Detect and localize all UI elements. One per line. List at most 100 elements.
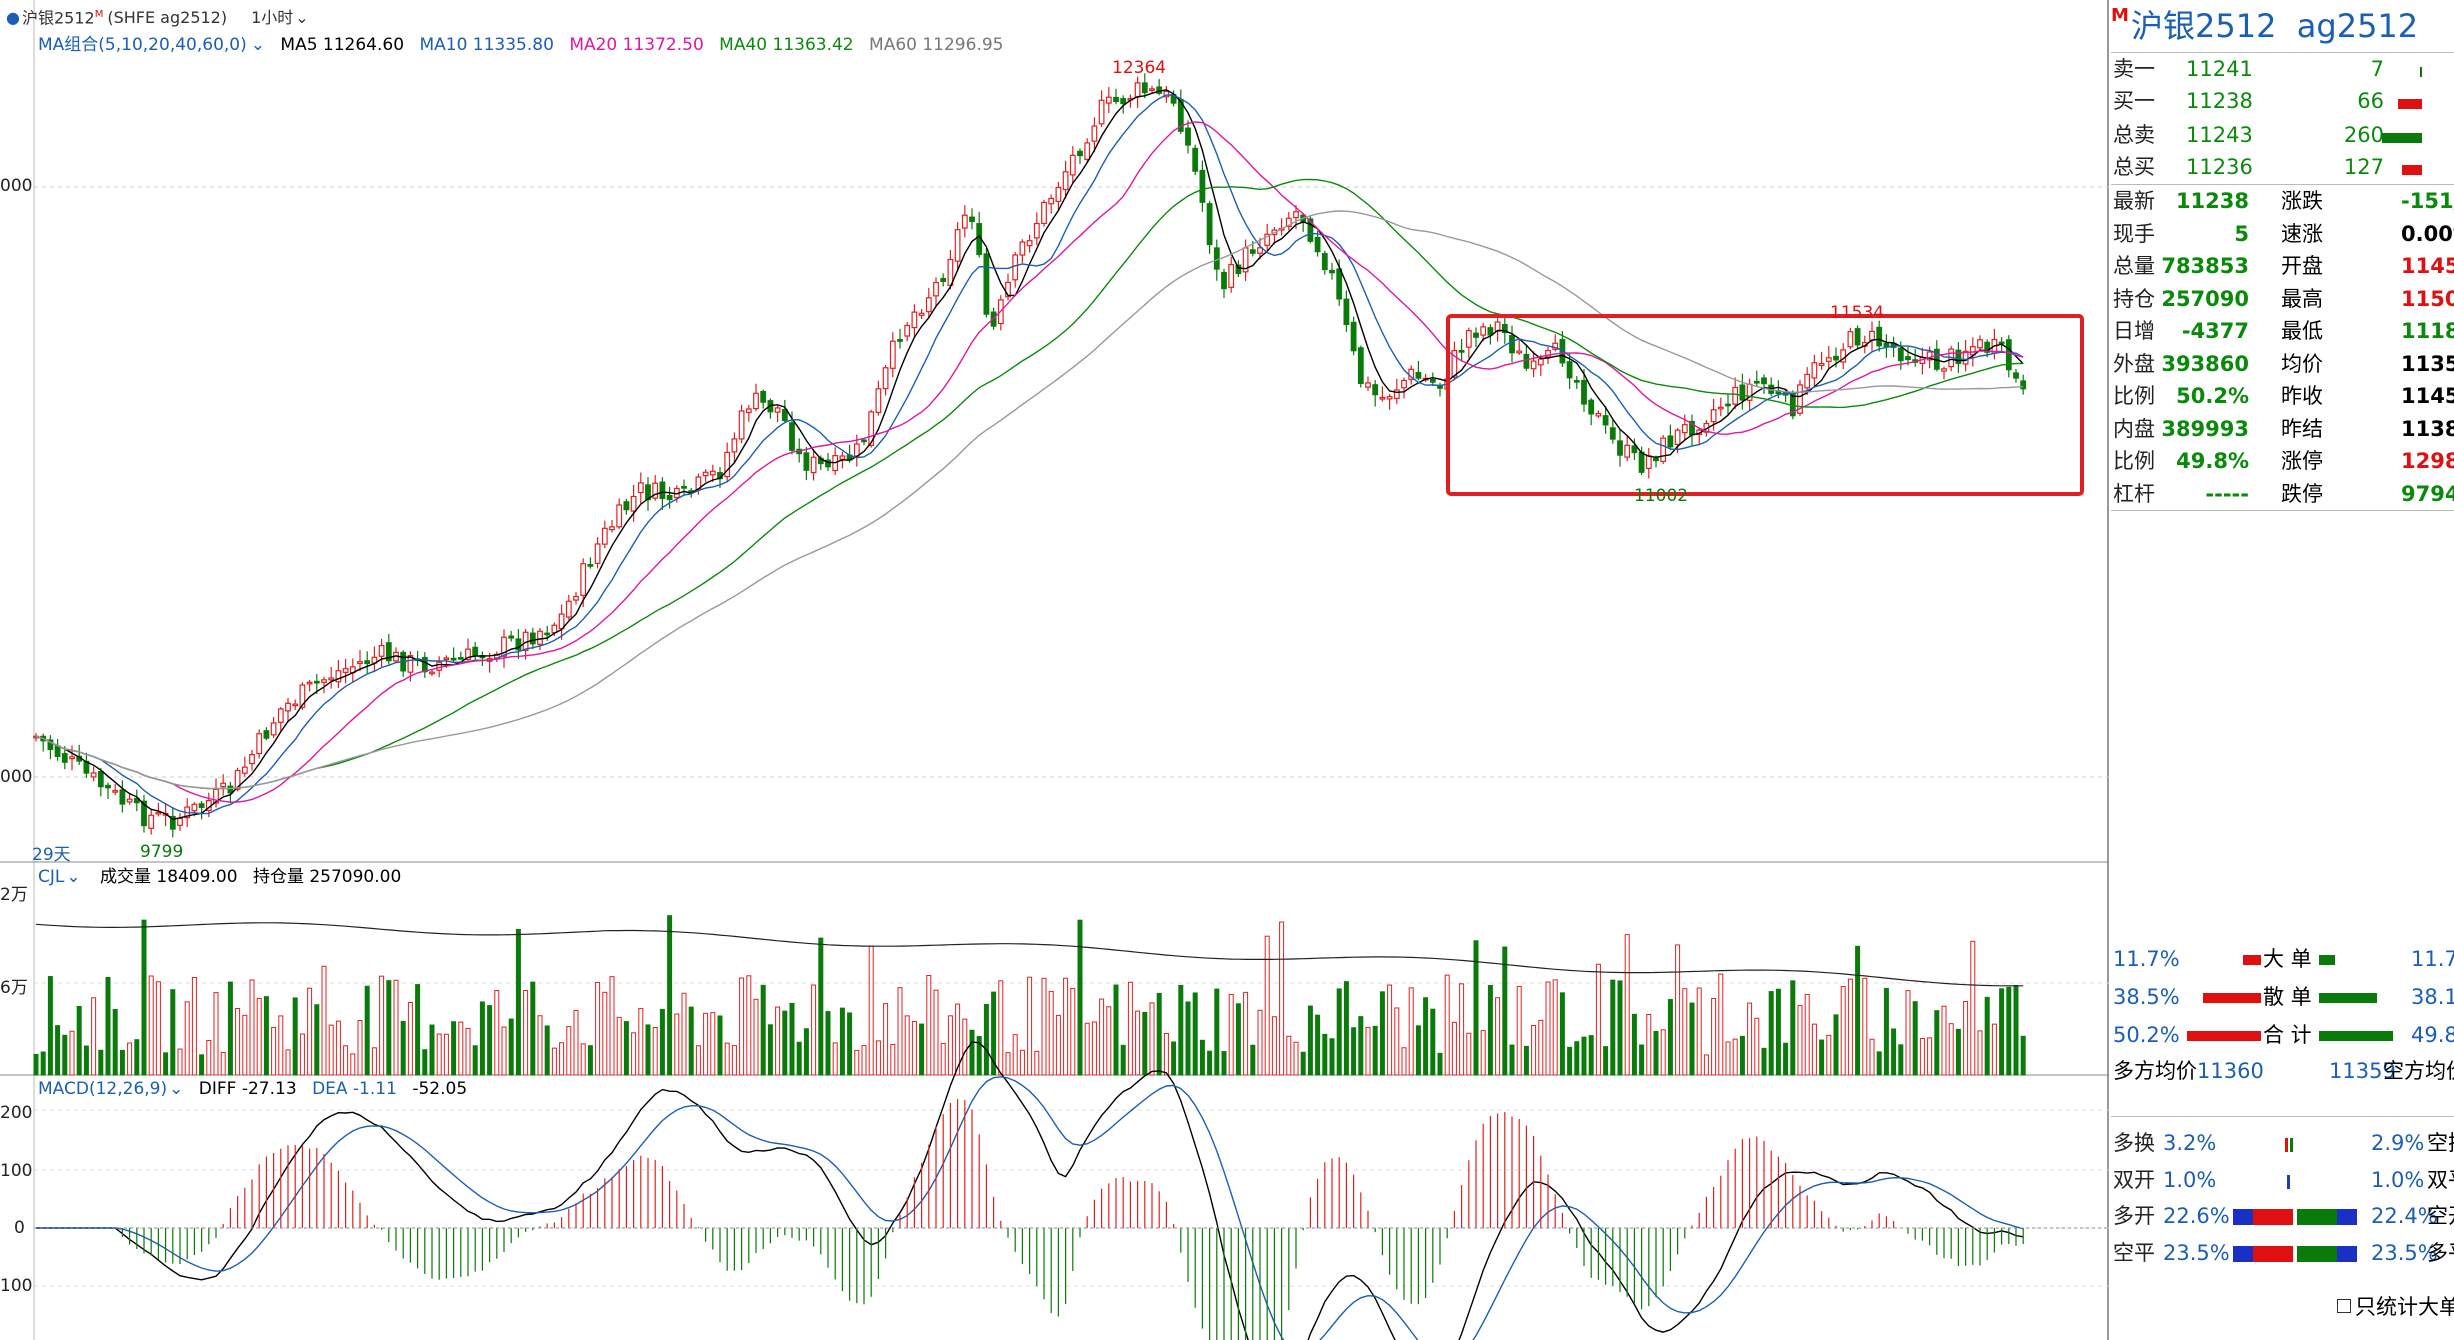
- candle-body: [1624, 444, 1631, 458]
- chevron-down-icon[interactable]: ⌄: [295, 8, 309, 28]
- duokai-row: 多开 22.6% 22.4% 空开: [2111, 1201, 2454, 1232]
- volume-bar: [407, 1001, 413, 1076]
- volume-bar: [904, 1015, 910, 1076]
- volume-bar: [134, 1039, 140, 1076]
- volume-bar: [1005, 1052, 1011, 1076]
- macd-selector[interactable]: MACD(12,26,9): [38, 1079, 168, 1099]
- total-buy-row[interactable]: 总买 11236 127: [2111, 152, 2454, 183]
- kp-left-pct: 23.5%: [2163, 1241, 2230, 1265]
- volume-bar: [1077, 919, 1083, 1076]
- volume-bar: [559, 1042, 565, 1076]
- quote-label: 跌停: [2281, 481, 2323, 506]
- candle-body: [544, 632, 551, 636]
- volume-bar: [1595, 963, 1601, 1076]
- volume-bar: [631, 1032, 637, 1076]
- volume-bar: [890, 1044, 896, 1076]
- quote-label: 最低: [2281, 319, 2323, 343]
- volume-bar: [1754, 1017, 1760, 1076]
- candle-body: [508, 635, 515, 639]
- chevron-down-icon[interactable]: ⌄: [169, 1079, 184, 1099]
- candle-body: [429, 671, 435, 675]
- volume-bar: [775, 1006, 781, 1076]
- volume-bar: [1372, 1025, 1378, 1076]
- chevron-down-icon[interactable]: ⌄: [250, 35, 265, 55]
- candle-body: [537, 630, 543, 645]
- volume-bar: [595, 981, 601, 1076]
- candle-body: [666, 495, 673, 501]
- candle-body: [119, 789, 126, 805]
- candle-body: [1897, 347, 1904, 362]
- candle-body: [738, 410, 745, 440]
- volume-bar: [1826, 1034, 1832, 1076]
- chevron-down-icon[interactable]: ⌄: [66, 867, 81, 887]
- volume-bar: [609, 976, 615, 1076]
- volume-bar: [515, 928, 521, 1076]
- period-selector[interactable]: 1小时: [251, 8, 294, 28]
- volume-bar: [501, 1026, 507, 1076]
- volume-bar: [976, 1036, 982, 1076]
- candle-body: [1905, 356, 1911, 361]
- quote-label: 均价: [2281, 351, 2323, 376]
- quote-label: 最高: [2281, 286, 2323, 311]
- quote-label: 最新: [2113, 189, 2155, 213]
- panel-title: M 沪银2512 ag2512: [2111, 5, 2454, 46]
- quote-value: 12983: [2401, 449, 2454, 473]
- checkbox-label[interactable]: 只统计大单: [2355, 1295, 2454, 1319]
- ma-group-selector[interactable]: MA组合(5,10,20,40,60,0): [38, 35, 247, 55]
- candle-body: [364, 660, 371, 665]
- volume-bar: [602, 991, 608, 1076]
- candle-body: [378, 644, 385, 657]
- volume-bar: [1725, 1041, 1731, 1076]
- volume-bar: [1235, 1003, 1241, 1076]
- volume-bar: [1091, 1021, 1097, 1076]
- volume-bar: [1120, 1044, 1126, 1076]
- candle-body: [177, 817, 183, 826]
- candle-body: [1041, 201, 1047, 224]
- volume-bar: [1451, 1021, 1457, 1076]
- volume-bar: [112, 1008, 118, 1076]
- volume-bar: [177, 1048, 183, 1076]
- volume-bar: [1574, 1041, 1580, 1076]
- quote-value: -4377: [2181, 319, 2249, 343]
- volume-bar: [155, 981, 161, 1076]
- buy1-row[interactable]: 买一 11238 66: [2111, 86, 2454, 117]
- kline-svg[interactable]: [0, 0, 2109, 1340]
- candle-body: [2013, 372, 2019, 379]
- candle-body: [1473, 332, 1479, 338]
- candle-body: [925, 297, 932, 313]
- volume-bar: [1221, 1051, 1227, 1076]
- volume-bar: [753, 998, 759, 1076]
- big-order-checkbox[interactable]: [2337, 1299, 2351, 1313]
- volume-bar: [1603, 1046, 1609, 1076]
- candle-body: [1876, 326, 1883, 347]
- chart-area[interactable]: ● 沪银2512M (SHFE ag2512) 1小时 ⌄ MA组合(5,10,20,4…: [0, 0, 2109, 1340]
- candle-body: [1307, 218, 1314, 242]
- candle-body: [897, 339, 903, 342]
- volume-bar: [1840, 986, 1846, 1076]
- ma10-line: [35, 94, 2024, 815]
- sell1-row[interactable]: 卖一 11241 7: [2111, 54, 2454, 85]
- volume-bar: [343, 1045, 349, 1076]
- quote-label: 杠杆: [2113, 481, 2155, 506]
- quote-label: 现手: [2113, 221, 2155, 246]
- volume-bar: [1984, 996, 1990, 1076]
- volume-bar: [1343, 981, 1349, 1076]
- quote-value: 0.00%: [2401, 221, 2454, 246]
- tot-left-pct: 50.2%: [2113, 1023, 2180, 1047]
- candle-body: [1055, 186, 1062, 202]
- volume-bar: [1912, 1001, 1918, 1076]
- volume-bar: [220, 1051, 226, 1076]
- candle-body: [1617, 440, 1623, 456]
- candle-body: [551, 624, 558, 634]
- candle-body: [1653, 457, 1659, 462]
- candle-body: [1818, 362, 1825, 366]
- total-sell-row[interactable]: 总卖 11243 260: [2111, 120, 2454, 151]
- volume-bar: [2006, 986, 2012, 1076]
- cjl-selector[interactable]: CJL: [38, 867, 65, 887]
- candle-body: [1393, 389, 1400, 400]
- candle-body: [1609, 427, 1616, 440]
- volume-bar: [1473, 940, 1479, 1076]
- total-buy-price: 11236: [2186, 155, 2253, 179]
- volume-bar: [1847, 978, 1853, 1076]
